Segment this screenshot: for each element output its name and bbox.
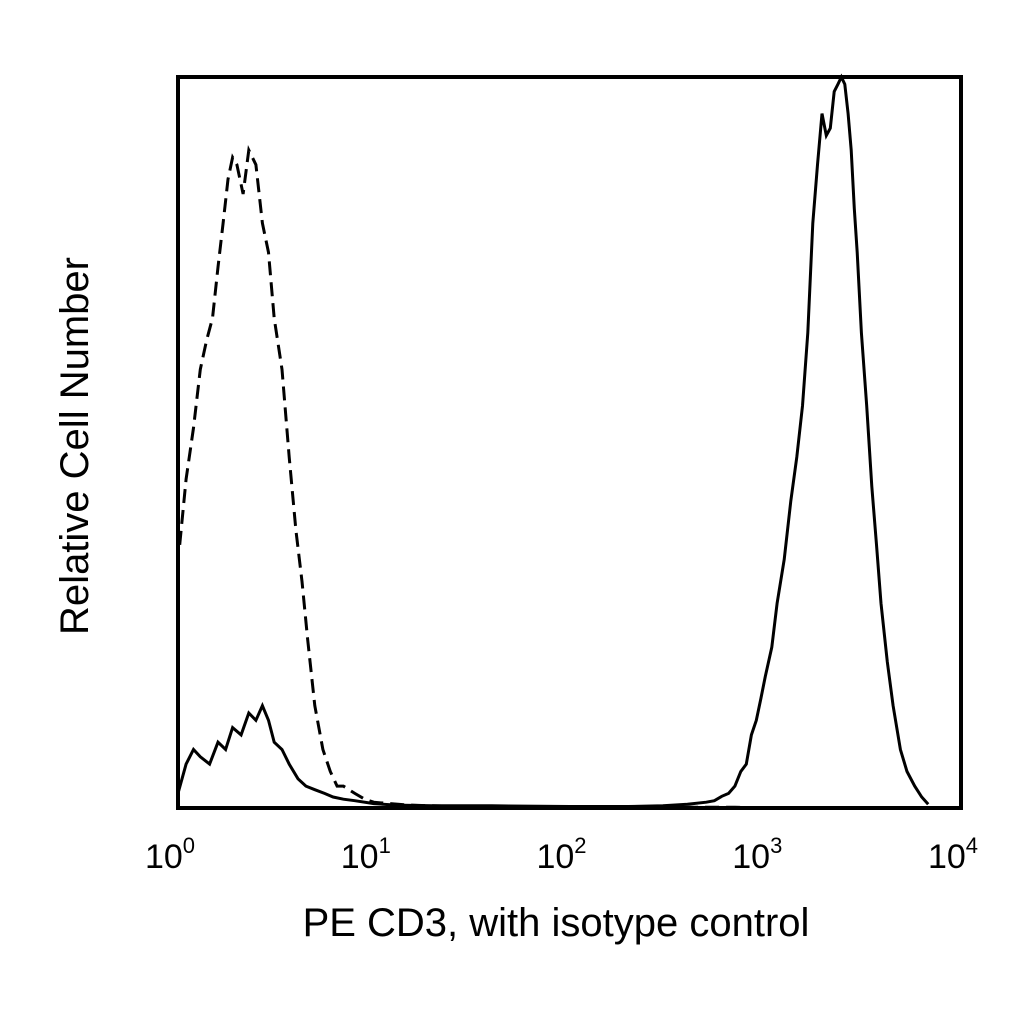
x-tick-label-3: 103 [732,833,782,876]
x-tick-label-1: 101 [341,833,391,876]
x-tick-labels: 100 101 102 103 104 [145,833,978,876]
x-tick-label-2: 102 [536,833,586,876]
x-tick-label-4: 104 [928,833,978,876]
y-axis-label: Relative Cell Number [53,257,97,635]
series-layer [176,73,930,810]
series-line-isotype-control [178,144,766,810]
x-axis-label: PE CD3, with isotype control [303,901,810,945]
plot-frame [176,75,963,810]
series-line-pe-cd3 [176,73,930,808]
x-tick-label-0: 100 [145,833,195,876]
